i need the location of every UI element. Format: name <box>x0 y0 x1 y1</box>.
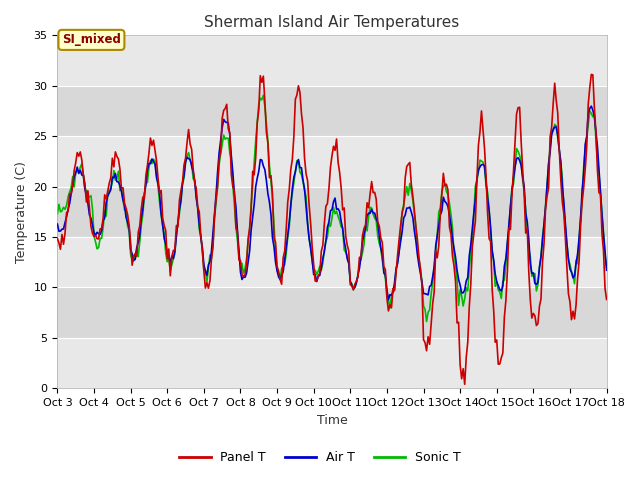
Sonic T <box>156 200 163 206</box>
Line: Air T: Air T <box>58 106 607 300</box>
Air T <box>54 221 61 227</box>
Y-axis label: Temperature (C): Temperature (C) <box>15 161 28 263</box>
Air T <box>603 267 611 273</box>
Panel T <box>603 297 611 302</box>
Bar <box>58 237 607 288</box>
Panel T <box>461 382 468 387</box>
Panel T <box>54 236 61 241</box>
Sonic T <box>423 319 431 324</box>
Panel T <box>69 183 77 189</box>
Title: Sherman Island Air Temperatures: Sherman Island Air Temperatures <box>204 15 460 30</box>
Bar <box>58 288 607 338</box>
Air T <box>366 210 374 216</box>
X-axis label: Time: Time <box>317 414 348 427</box>
Sonic T <box>368 205 376 211</box>
Sonic T <box>386 305 394 311</box>
Sonic T <box>539 234 547 240</box>
Sonic T <box>603 264 611 269</box>
Panel T <box>366 191 374 197</box>
Line: Sonic T: Sonic T <box>58 95 607 322</box>
Air T <box>537 254 545 260</box>
Bar <box>58 187 607 237</box>
Air T <box>398 229 406 235</box>
Air T <box>156 192 163 197</box>
Air T <box>385 297 392 302</box>
Air T <box>588 103 595 109</box>
Air T <box>386 292 394 298</box>
Sonic T <box>398 208 406 214</box>
Panel T <box>537 296 545 302</box>
Panel T <box>588 72 595 77</box>
Sonic T <box>259 92 267 98</box>
Panel T <box>397 222 404 228</box>
Sonic T <box>54 211 61 217</box>
Bar <box>58 136 607 187</box>
Line: Panel T: Panel T <box>58 74 607 384</box>
Bar <box>58 36 607 86</box>
Air T <box>69 182 77 188</box>
Bar <box>58 338 607 388</box>
Bar <box>58 86 607 136</box>
Sonic T <box>69 174 77 180</box>
Legend: Panel T, Air T, Sonic T: Panel T, Air T, Sonic T <box>174 446 466 469</box>
Panel T <box>156 191 163 196</box>
Panel T <box>385 308 392 314</box>
Text: SI_mixed: SI_mixed <box>62 34 121 47</box>
